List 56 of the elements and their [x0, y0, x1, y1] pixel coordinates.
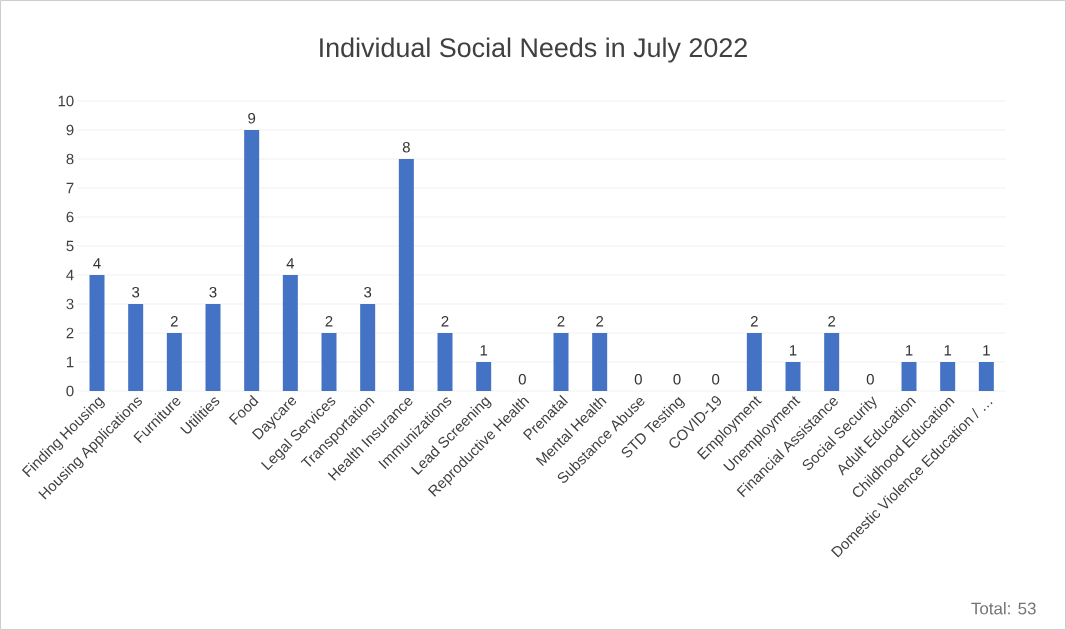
bar: [89, 275, 105, 391]
bar: [321, 333, 337, 391]
data-label: 4: [93, 258, 101, 269]
data-label: 2: [828, 316, 836, 327]
data-label: 2: [170, 316, 178, 327]
bar: [476, 362, 492, 391]
data-label: 2: [750, 316, 758, 327]
bar: [360, 304, 376, 391]
data-label: 0: [518, 373, 526, 385]
y-tick-label: 4: [66, 269, 74, 281]
y-tick-label: 2: [66, 327, 74, 339]
text: Total: 53: [971, 602, 1036, 615]
data-label: 3: [364, 286, 372, 298]
y-tick-label: 7: [66, 182, 74, 194]
y-tick-label: 5: [66, 240, 74, 252]
y-tick-label: 3: [66, 298, 74, 310]
bar: [978, 362, 994, 391]
data-label: 0: [712, 373, 720, 385]
bar: [205, 304, 221, 391]
data-label: 0: [634, 373, 642, 385]
data-label: 9: [248, 112, 256, 124]
bar: [824, 333, 840, 391]
data-label: 1: [789, 345, 797, 356]
y-tick-label: 6: [66, 211, 74, 223]
data-label: 1: [944, 345, 952, 356]
bar: [437, 333, 453, 391]
bar: [592, 333, 608, 391]
chart-title: Individual Social Needs in July 2022: [320, 37, 747, 63]
data-label: 2: [557, 316, 565, 327]
data-label: 4: [286, 258, 295, 269]
data-label: 3: [132, 286, 140, 298]
data-label: 0: [866, 373, 874, 385]
y-tick-label: 0: [66, 385, 74, 397]
data-label: 1: [480, 345, 488, 356]
bar: [553, 333, 569, 391]
data-label: 2: [596, 316, 604, 327]
data-label: 1: [906, 345, 913, 356]
bar: [128, 304, 144, 391]
data-label: 1: [983, 345, 990, 356]
data-label: 2: [441, 316, 449, 327]
bar: [244, 130, 260, 391]
bar: [901, 362, 917, 391]
data-label: 8: [402, 141, 410, 153]
bar: [282, 275, 298, 391]
data-label: 2: [325, 316, 333, 327]
y-tick-label: 1: [66, 356, 74, 368]
bar: [785, 362, 801, 391]
bar: [746, 333, 762, 391]
data-label: 3: [209, 286, 217, 298]
y-tick-label: 9: [66, 124, 74, 136]
y-tick-label: 8: [66, 153, 74, 165]
bar: [398, 159, 414, 391]
y-tick-label: 10: [58, 95, 74, 107]
bar: [940, 362, 956, 391]
bar: [166, 333, 182, 391]
data-label: 0: [673, 373, 681, 385]
